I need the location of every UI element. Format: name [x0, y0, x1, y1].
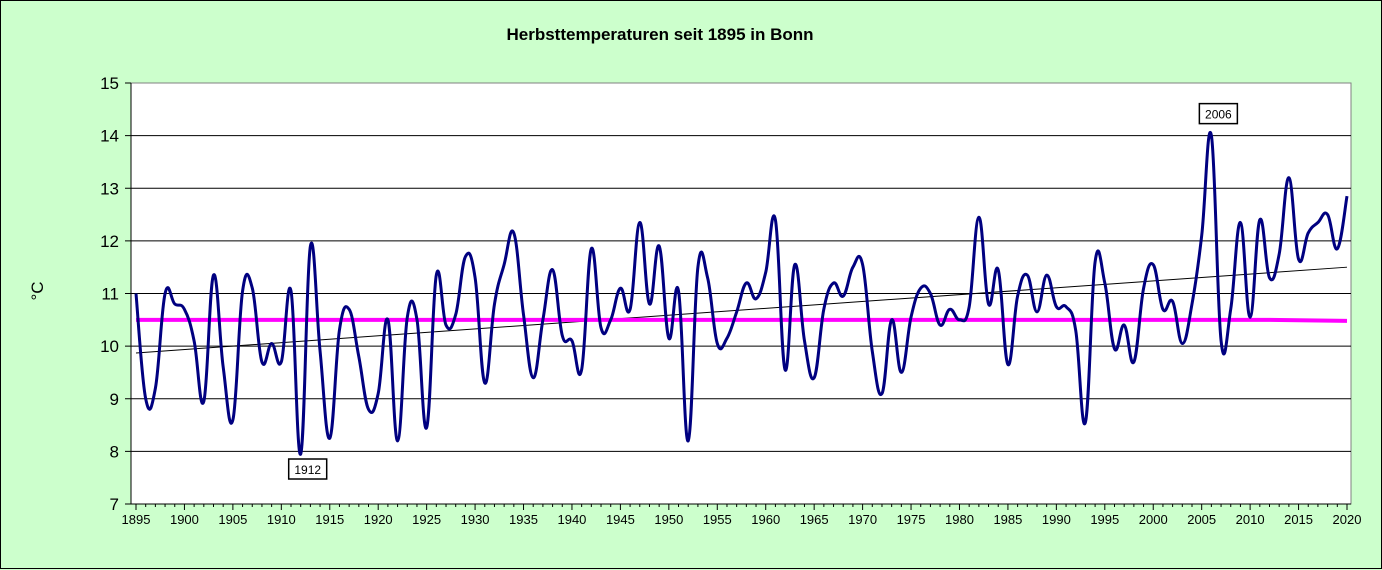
y-tick-label: 12 — [100, 232, 119, 251]
y-tick-label: 7 — [110, 495, 119, 514]
annotation-label: 2006 — [1205, 108, 1232, 122]
x-tick-label: 1925 — [412, 512, 441, 527]
annotations: 1912 2006 — [287, 102, 1239, 480]
y-tick-label: 10 — [100, 337, 119, 356]
y-axis-label: °C — [28, 281, 47, 300]
y-tick-label: 8 — [110, 442, 119, 461]
y-tick-label: 9 — [110, 390, 119, 409]
mean-line — [136, 317, 1348, 323]
x-tick-label: 1965 — [800, 512, 829, 527]
x-tick-label: 1960 — [751, 512, 780, 527]
x-tick-label: 1955 — [703, 512, 732, 527]
x-tick-label: 1920 — [364, 512, 393, 527]
x-tick-label: 2000 — [1139, 512, 1168, 527]
x-tick-label: 1970 — [848, 512, 877, 527]
x-tick-label: 1930 — [461, 512, 490, 527]
x-axis-ticks: 1895 1900 1905 1910 1915 1920 1925 1930 1935 1940… — [122, 503, 1362, 527]
x-tick-label: 2005 — [1187, 512, 1216, 527]
y-tick-label: 13 — [100, 179, 119, 198]
x-tick-label: 1915 — [315, 512, 344, 527]
x-tick-label: 1985 — [993, 512, 1022, 527]
x-tick-label: 1995 — [1090, 512, 1119, 527]
annotation-box — [287, 458, 328, 480]
x-tick-label: 1910 — [267, 512, 296, 527]
x-tick-label: 2015 — [1284, 512, 1313, 527]
y-tick-label: 15 — [100, 74, 119, 93]
x-tick-label: 1895 — [122, 512, 151, 527]
chart-title: Herbsttemperaturen seit 1895 in Bonn — [506, 25, 813, 44]
y-tick-label: 11 — [101, 285, 119, 304]
x-tick-label: 1950 — [654, 512, 683, 527]
x-tick-label: 1975 — [897, 512, 926, 527]
x-tick-label: 1990 — [1042, 512, 1071, 527]
y-axis-ticks: 7 8 9 10 11 12 13 14 15 — [100, 74, 132, 514]
x-tick-label: 1980 — [945, 512, 974, 527]
x-tick-label: 1905 — [218, 512, 247, 527]
temperature-series-line — [134, 131, 1349, 456]
series-layer — [134, 131, 1349, 456]
x-tick-label: 1900 — [170, 512, 199, 527]
annotation-box — [1198, 102, 1239, 125]
x-tick-label: 1940 — [557, 512, 586, 527]
x-tick-label: 1945 — [606, 512, 635, 527]
y-tick-label: 14 — [100, 127, 119, 146]
x-tick-label: 1935 — [509, 512, 538, 527]
annotation-label: 1912 — [294, 463, 321, 477]
x-tick-label: 2020 — [1333, 512, 1362, 527]
x-tick-label: 2010 — [1236, 512, 1265, 527]
